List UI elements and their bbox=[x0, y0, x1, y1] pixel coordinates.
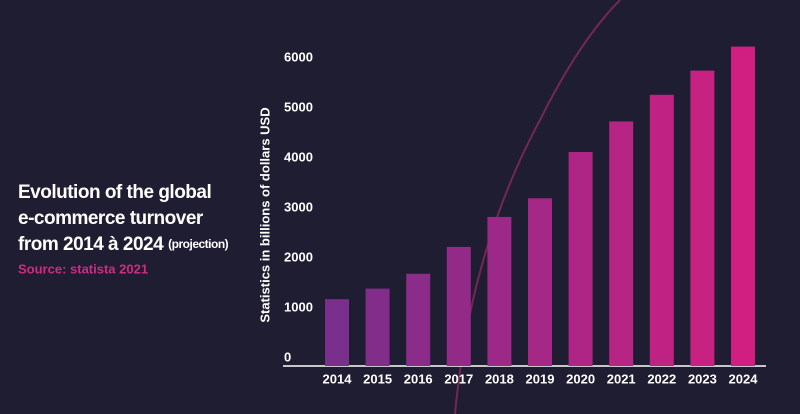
y-tick-label: 3000 bbox=[284, 199, 313, 214]
title-line: from 2014 à 2024 (projection) bbox=[18, 234, 229, 255]
y-axis-label: Statistics in billions of dollars USD bbox=[257, 107, 272, 322]
bar bbox=[365, 288, 390, 366]
x-tick-label: 2020 bbox=[566, 371, 595, 386]
x-tick-label: 2019 bbox=[526, 371, 555, 386]
x-tick-label: 2023 bbox=[688, 371, 717, 386]
bar bbox=[731, 46, 755, 366]
y-tick-label: 1000 bbox=[284, 299, 313, 314]
bar bbox=[325, 299, 349, 366]
bar bbox=[690, 70, 715, 366]
x-tick-label: 2024 bbox=[729, 371, 759, 386]
bar bbox=[568, 152, 593, 366]
bar bbox=[528, 198, 552, 366]
x-tick-label: 2017 bbox=[444, 371, 473, 386]
bar bbox=[649, 94, 674, 367]
title-line: from 2014 à 2024 bbox=[18, 234, 164, 255]
y-tick-label: 4000 bbox=[284, 149, 313, 164]
source: Source: statista 2021 bbox=[18, 261, 148, 276]
bar bbox=[609, 121, 634, 366]
bar bbox=[487, 216, 512, 366]
x-tick-label: 2015 bbox=[363, 371, 392, 386]
x-tick-label: 2022 bbox=[647, 371, 676, 386]
y-tick-label: 2000 bbox=[284, 249, 313, 264]
x-tick-label: 2021 bbox=[607, 371, 636, 386]
x-tick-label: 2016 bbox=[404, 371, 433, 386]
title-note: (projection) bbox=[168, 237, 228, 251]
y-tick-label: 0 bbox=[284, 349, 291, 364]
y-tick-label: 5000 bbox=[284, 99, 313, 114]
x-tick-label: 2014 bbox=[323, 371, 353, 386]
y-tick-label: 6000 bbox=[284, 49, 313, 64]
title-line: Evolution of the global bbox=[18, 182, 211, 203]
bar bbox=[406, 273, 431, 366]
title-line: e-commerce turnover bbox=[18, 208, 204, 229]
x-tick-label: 2018 bbox=[485, 371, 514, 386]
bar bbox=[446, 246, 471, 366]
